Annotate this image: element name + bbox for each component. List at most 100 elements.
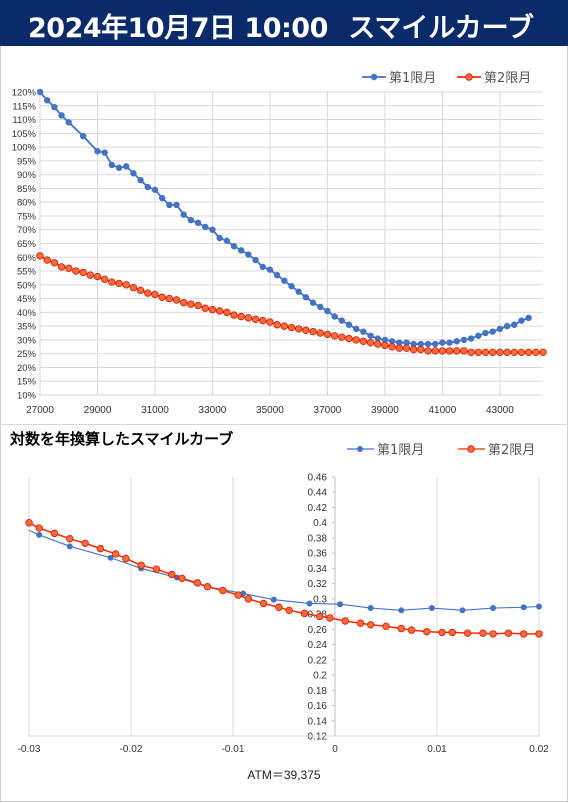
chart1-point-series-1: [194, 219, 202, 227]
chart1-point-series-2: [460, 347, 468, 355]
chart1-point-series-2: [280, 322, 289, 330]
chart1-y-tick-label: 60%: [17, 253, 37, 264]
chart1-point-series-1: [489, 328, 496, 335]
chart1-point-series-2: [474, 348, 483, 357]
chart1-point-series-1: [158, 194, 166, 202]
chart1-point-series-2: [438, 347, 447, 355]
chart2-point-series-2: [535, 630, 543, 638]
chart2-point-series-1: [36, 531, 43, 538]
chart1-point-series-2: [302, 326, 310, 334]
chart1-point-series-1: [410, 340, 417, 348]
chart1-point-series-2: [338, 333, 346, 341]
chart2-point-series-1: [306, 600, 313, 607]
chart1-point-series-2: [194, 301, 202, 310]
chart1-point-series-1: [166, 201, 173, 209]
chart1-point-series-2: [402, 344, 411, 352]
chart-divider: [0, 424, 568, 425]
chart2-point-series-2: [382, 622, 390, 631]
chart1-legend-label: 第2限月: [484, 71, 531, 86]
chart1-point-series-2: [65, 264, 73, 272]
chart1-point-series-2: [503, 348, 511, 357]
chart1-point-series-1: [209, 226, 216, 233]
chart1-point-series-1: [79, 132, 87, 140]
chart1-point-series-2: [496, 348, 504, 357]
chart1-point-series-2: [93, 272, 102, 281]
chart1-point-series-1: [446, 339, 453, 346]
chart1-point-series-2: [165, 294, 174, 303]
chart1-point-series-2: [517, 348, 526, 357]
chart1-point-series-1: [151, 186, 159, 193]
chart1-point-series-1: [338, 317, 345, 324]
chart1-point-series-2: [86, 271, 94, 279]
chart1-y-tick-label: 45%: [17, 294, 37, 305]
chart1-legend-label: 第1限月: [389, 71, 436, 86]
chart2-point-series-2: [122, 554, 130, 563]
chart2-y-tick-label: 0.42: [308, 503, 328, 514]
chart1-point-series-1: [295, 288, 302, 295]
chart1-point-series-2: [251, 315, 260, 323]
chart1-point-series-2: [366, 338, 375, 347]
chart2-point-series-2: [244, 595, 252, 603]
chart2-point-series-1: [66, 543, 73, 550]
chart1-point-series-1: [43, 97, 51, 104]
chart1-point-series-2: [352, 336, 360, 344]
chart1-point-series-1: [223, 237, 231, 244]
chart1-point-series-1: [51, 103, 58, 111]
chart1-y-tick-label: 95%: [17, 156, 37, 167]
chart1-point-series-1: [187, 216, 195, 224]
chart1-y-tick-label: 85%: [17, 184, 37, 195]
chart1-point-series-1: [432, 340, 439, 348]
chart1-point-series-1: [352, 325, 360, 333]
chart1-y-tick-label: 90%: [17, 170, 37, 181]
chart1-x-tick-label: 35000: [256, 405, 284, 416]
chart1-point-series-2: [57, 263, 66, 271]
chart2-y-tick-label: 0.26: [308, 625, 328, 636]
chart2-y-tick-label: 0.34: [308, 564, 328, 575]
chart2-y-tick-label: 0.14: [308, 716, 328, 727]
chart2-point-series-2: [259, 599, 268, 608]
chart1-point-series-2: [144, 289, 152, 297]
chart1-smile-curve: 10% 15% 20% 25% 30% 35% 40% 45% 50% 55% 60% 65% 70% 7…: [12, 71, 547, 416]
chart1-y-tick-label: 30%: [17, 335, 37, 346]
chart2-x-tick-label: 0: [332, 744, 338, 755]
chart1-point-series-1: [331, 313, 338, 320]
chart2-point-series-1: [398, 607, 405, 614]
chart1-y-tick-label: 50%: [17, 280, 37, 291]
chart2-x-tick-label: 0.01: [427, 744, 447, 755]
chart2-title: 対数を年換算したスマイルカーブ: [10, 430, 234, 448]
chart1-point-series-2: [445, 347, 454, 355]
chart1-y-tick-label: 35%: [17, 322, 37, 333]
chart2-point-series-2: [326, 614, 334, 622]
chart1-point-series-1: [202, 223, 209, 231]
chart1-point-series-2: [237, 312, 245, 321]
chart1-point-series-1: [460, 336, 468, 344]
chart2-y-tick-label: 0.24: [308, 640, 328, 651]
chart1-x-tick-label: 29000: [84, 405, 112, 416]
chart1-point-series-2: [309, 327, 317, 336]
chart2-point-series-2: [285, 606, 293, 615]
chart1-point-series-1: [424, 340, 432, 348]
chart1-point-series-2: [158, 293, 166, 301]
chart2-point-series-2: [35, 524, 43, 532]
chart2-y-tick-label: 0.18: [308, 686, 328, 697]
chart2-point-series-1: [520, 604, 527, 611]
chart2-point-series-1: [428, 605, 435, 612]
chart1-point-series-1: [137, 176, 144, 184]
chart1-point-series-1: [245, 251, 252, 258]
chart2-legend-marker: [467, 445, 475, 453]
chart1-y-tick-label: 20%: [17, 363, 37, 374]
chart2-legend-label: 第1限月: [377, 443, 424, 458]
chart1-point-series-2: [374, 340, 382, 348]
header-title: スマイルカーブ: [348, 13, 534, 44]
header-date: 2024年10月7日 10:00: [28, 13, 328, 44]
chart1-point-series-2: [223, 308, 231, 317]
chart1-point-series-1: [475, 332, 482, 339]
chart2-point-series-2: [407, 626, 416, 634]
chart1-x-tick-label: 31000: [141, 405, 169, 416]
chart1-point-series-2: [230, 311, 238, 319]
chart2-point-series-2: [219, 586, 227, 595]
chart2-point-series-2: [203, 582, 212, 591]
chart1-x-tick-label: 33000: [199, 405, 227, 416]
chart1-point-series-1: [482, 329, 489, 337]
chart1-point-series-1: [439, 339, 446, 346]
